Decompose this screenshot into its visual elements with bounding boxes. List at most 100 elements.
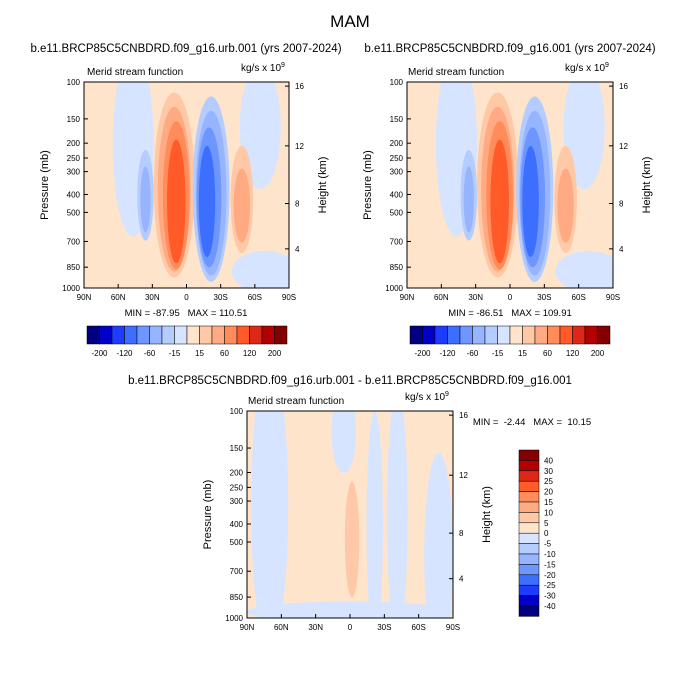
x-tick-label: 0 xyxy=(508,293,513,302)
y2-axis-label: Height (km) xyxy=(481,486,493,543)
colorbar: -200 -120 -60 -15 15 60 120 200 xyxy=(409,325,611,358)
y2-tick-label: 8 xyxy=(295,200,300,209)
colorbar-label: 200 xyxy=(268,349,282,358)
x-tick-label: 30N xyxy=(468,293,483,302)
units-label: kg/s x 109 xyxy=(565,62,609,74)
colorbar-swatch xyxy=(422,325,436,345)
panel-title: b.e11.BRCP85C5CNBDRD.f09_g16.001 (yrs 20… xyxy=(364,43,655,55)
colorbar-swatch xyxy=(509,325,523,345)
colorbar-label: 20 xyxy=(544,488,553,497)
colorbar-label: -120 xyxy=(439,349,456,358)
y-tick-label: 100 xyxy=(67,78,81,87)
panel-subtitle: Merid stream function xyxy=(248,396,344,407)
colorbar-label: 15 xyxy=(518,349,527,358)
y2-tick-label: 4 xyxy=(619,245,624,254)
y2-tick-label: 12 xyxy=(619,142,628,151)
y2-tick-label: 4 xyxy=(295,245,300,254)
x-tick-label: 90N xyxy=(400,293,415,302)
contour-shade xyxy=(233,168,251,243)
colorbar-label: 0 xyxy=(544,529,549,538)
colorbar-swatch xyxy=(518,512,540,524)
colorbar-label: -200 xyxy=(414,349,431,358)
x-tick-label: 90N xyxy=(240,623,255,632)
colorbar: -200 -120 -60 -15 15 60 120 200 xyxy=(86,325,288,358)
panel-subtitle: Merid stream function xyxy=(87,67,183,78)
colorbar-swatch xyxy=(199,325,213,345)
colorbar-swatch xyxy=(211,325,225,345)
y-tick-label: 850 xyxy=(230,593,244,602)
contour-shade xyxy=(331,411,357,474)
contour-field xyxy=(407,82,613,288)
y-tick-label: 300 xyxy=(230,497,244,506)
colorbar-label: 60 xyxy=(543,349,552,358)
contour-shade xyxy=(463,166,474,233)
y-tick-label: 400 xyxy=(390,190,404,199)
colorbar-swatch xyxy=(497,325,511,345)
contour-shade xyxy=(563,82,605,190)
y-axis-label: Pressure (mb) xyxy=(362,150,374,220)
colorbar-swatch xyxy=(447,325,461,345)
x-tick-label: 0 xyxy=(184,293,189,302)
y-axis-label: Pressure (mb) xyxy=(39,150,51,220)
colorbar-label: -15 xyxy=(169,349,181,358)
y2-tick-label: 4 xyxy=(459,575,464,584)
y2-tick-label: 16 xyxy=(459,411,468,420)
colorbar-swatch xyxy=(236,325,250,345)
units-label: kg/s x 109 xyxy=(241,62,285,74)
colorbar-label: 40 xyxy=(544,456,553,465)
x-tick-label: 30S xyxy=(377,623,391,632)
y-tick-label: 850 xyxy=(67,263,81,272)
page-title: MAM xyxy=(330,12,370,31)
colorbar-swatch xyxy=(518,543,540,555)
chart-panel-3: b.e11.BRCP85C5CNBDRD.f09_g16.urb.001 - b… xyxy=(128,375,591,632)
colorbar-swatch xyxy=(518,480,540,492)
contour-field xyxy=(247,411,453,618)
panel-title: b.e11.BRCP85C5CNBDRD.f09_g16.urb.001 (yr… xyxy=(30,43,341,55)
y2-tick-label: 16 xyxy=(295,82,304,91)
y-tick-label: 1000 xyxy=(385,284,403,293)
contour-shade xyxy=(167,139,186,264)
panel-subtitle: Merid stream function xyxy=(408,67,504,78)
y-tick-label: 400 xyxy=(67,190,81,199)
contour-shade xyxy=(198,145,216,258)
y2-tick-label: 12 xyxy=(459,471,468,480)
y-tick-label: 700 xyxy=(67,237,81,246)
x-tick-label: 30N xyxy=(308,623,323,632)
colorbar-label: -15 xyxy=(544,560,556,569)
y2-tick-label: 8 xyxy=(619,200,624,209)
x-tick-label: 30N xyxy=(145,293,160,302)
colorbar-label: 5 xyxy=(544,519,549,528)
colorbar-swatch xyxy=(597,325,611,345)
colorbar-label: -200 xyxy=(91,349,108,358)
colorbar-swatch xyxy=(174,325,188,345)
contour-shade xyxy=(140,166,151,233)
colorbar-label: -40 xyxy=(544,602,556,611)
contour-shade xyxy=(366,411,383,618)
colorbar-swatch xyxy=(572,325,586,345)
colorbar-label: 15 xyxy=(195,349,204,358)
colorbar-swatch xyxy=(518,553,540,565)
y2-tick-label: 16 xyxy=(619,82,628,91)
y-axis-label: Pressure (mb) xyxy=(202,480,214,550)
colorbar-label: -60 xyxy=(144,349,156,358)
colorbar-swatch xyxy=(99,325,113,345)
colorbar-swatch xyxy=(584,325,598,345)
x-tick-label: 90S xyxy=(282,293,296,302)
x-tick-label: 90S xyxy=(446,623,460,632)
contour-shade xyxy=(522,145,539,258)
y-tick-label: 150 xyxy=(230,444,244,453)
colorbar-swatch xyxy=(518,501,540,513)
y-tick-label: 1000 xyxy=(62,284,80,293)
colorbar-swatch xyxy=(518,460,540,472)
colorbar-swatch xyxy=(518,564,540,576)
colorbar-swatch xyxy=(547,325,561,345)
min-max-stats: MIN = -2.44 MAX = 10.15 xyxy=(473,417,591,428)
x-tick-label: 90N xyxy=(77,293,92,302)
colorbar-swatch xyxy=(518,605,540,617)
contour-shade xyxy=(387,411,408,618)
colorbar-label: -60 xyxy=(467,349,479,358)
y-tick-label: 300 xyxy=(67,168,81,177)
y-tick-label: 100 xyxy=(390,78,404,87)
colorbar-swatch xyxy=(518,449,540,461)
